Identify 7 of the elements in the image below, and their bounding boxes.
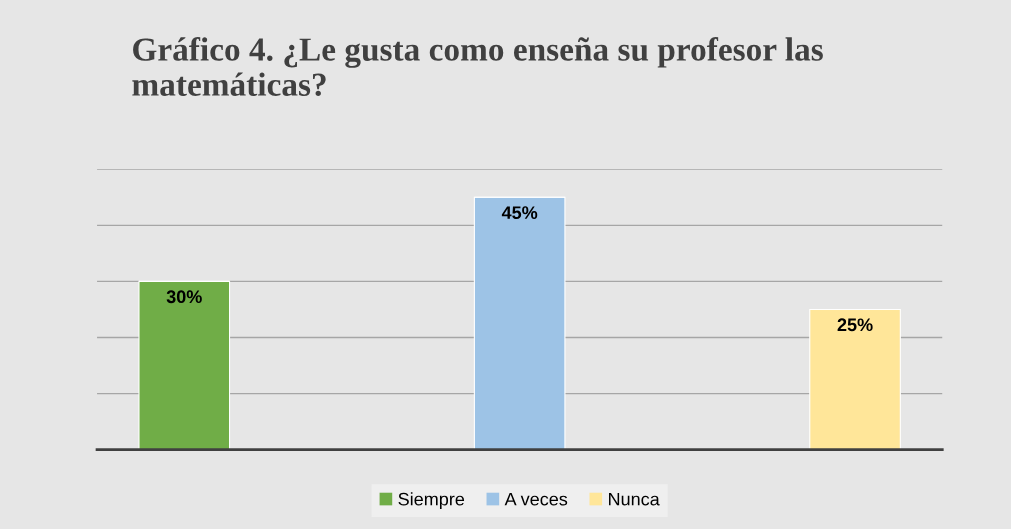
legend-label: Nunca <box>609 492 660 506</box>
chart-title: Gráfico 4. ¿Le gusta como enseña su profesor las matemáticas? <box>132 37 823 97</box>
legend-label: A veces <box>504 492 568 506</box>
data-label: 30% <box>166 290 202 304</box>
data-label: 25% <box>837 318 873 332</box>
legend-label: Siempre <box>398 492 465 510</box>
data-label: 45% <box>501 206 538 219</box>
